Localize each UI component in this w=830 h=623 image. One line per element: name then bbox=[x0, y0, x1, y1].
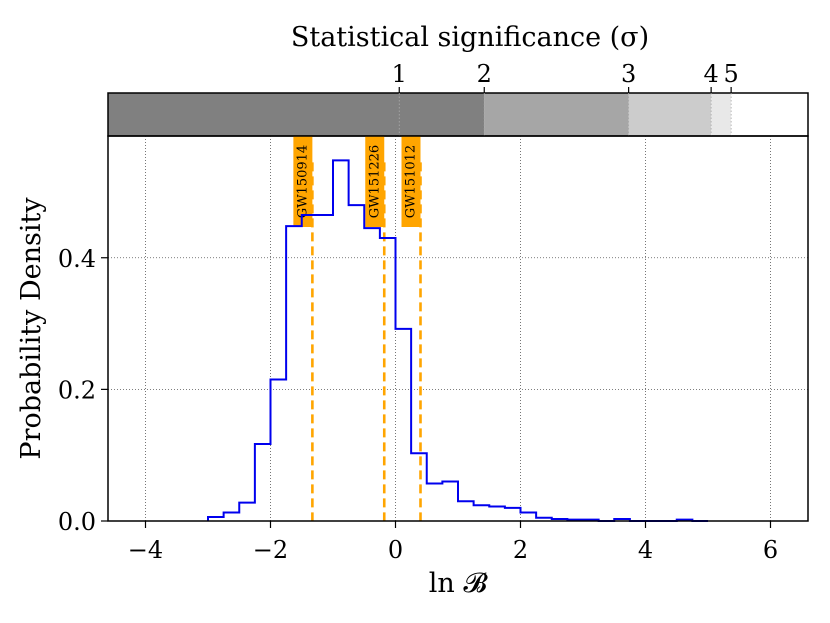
significance-bar bbox=[108, 93, 808, 136]
significance-tick-label-5: 5 bbox=[723, 60, 738, 88]
significance-band-2 bbox=[484, 93, 629, 136]
event-label-box-GW150914 bbox=[293, 136, 313, 227]
y-tick-label: 0.0 bbox=[58, 508, 96, 536]
x-tick-label: 2 bbox=[513, 536, 528, 564]
histogram-series bbox=[207, 159, 708, 522]
significance-band-5 bbox=[731, 93, 808, 136]
x-tick-label: −4 bbox=[128, 536, 163, 564]
significance-tick-label-2: 2 bbox=[477, 60, 492, 88]
significance-tick-label-3: 3 bbox=[621, 60, 636, 88]
event-label-GW151012: GW151012 bbox=[404, 145, 419, 218]
x-tick-label: 6 bbox=[763, 536, 778, 564]
event-label-box-GW151012 bbox=[401, 136, 421, 227]
event-label-GW151226: GW151226 bbox=[367, 145, 382, 218]
grid bbox=[108, 136, 808, 522]
x-tick-label: 4 bbox=[638, 536, 653, 564]
significance-band-1 bbox=[108, 93, 485, 136]
x-tick-label: 0 bbox=[388, 536, 403, 564]
significance-title: Statistical significance (σ) bbox=[291, 22, 649, 53]
y-axis: 0.0 0.2 0.4 bbox=[58, 245, 108, 536]
y-tick-label: 0.2 bbox=[58, 376, 96, 404]
significance-band-3 bbox=[628, 93, 712, 136]
event-label-box-GW151226 bbox=[365, 136, 385, 227]
y-tick-label: 0.4 bbox=[58, 245, 96, 273]
plot-frame bbox=[107, 135, 809, 522]
y-axis-label: Probability Density bbox=[16, 197, 47, 460]
significance-band-4 bbox=[711, 93, 732, 136]
significance-tick-label-1: 1 bbox=[392, 60, 407, 88]
event-label-GW150914: GW150914 bbox=[295, 145, 310, 218]
x-axis: −4 −2 0 2 4 6 bbox=[128, 521, 778, 564]
event-markers: GW150914 GW151226 GW151012 bbox=[293, 136, 422, 521]
x-axis-label: ln 𝓑 bbox=[429, 568, 489, 599]
significance-tick-label-4: 4 bbox=[703, 60, 718, 88]
x-tick-label: −2 bbox=[253, 536, 288, 564]
